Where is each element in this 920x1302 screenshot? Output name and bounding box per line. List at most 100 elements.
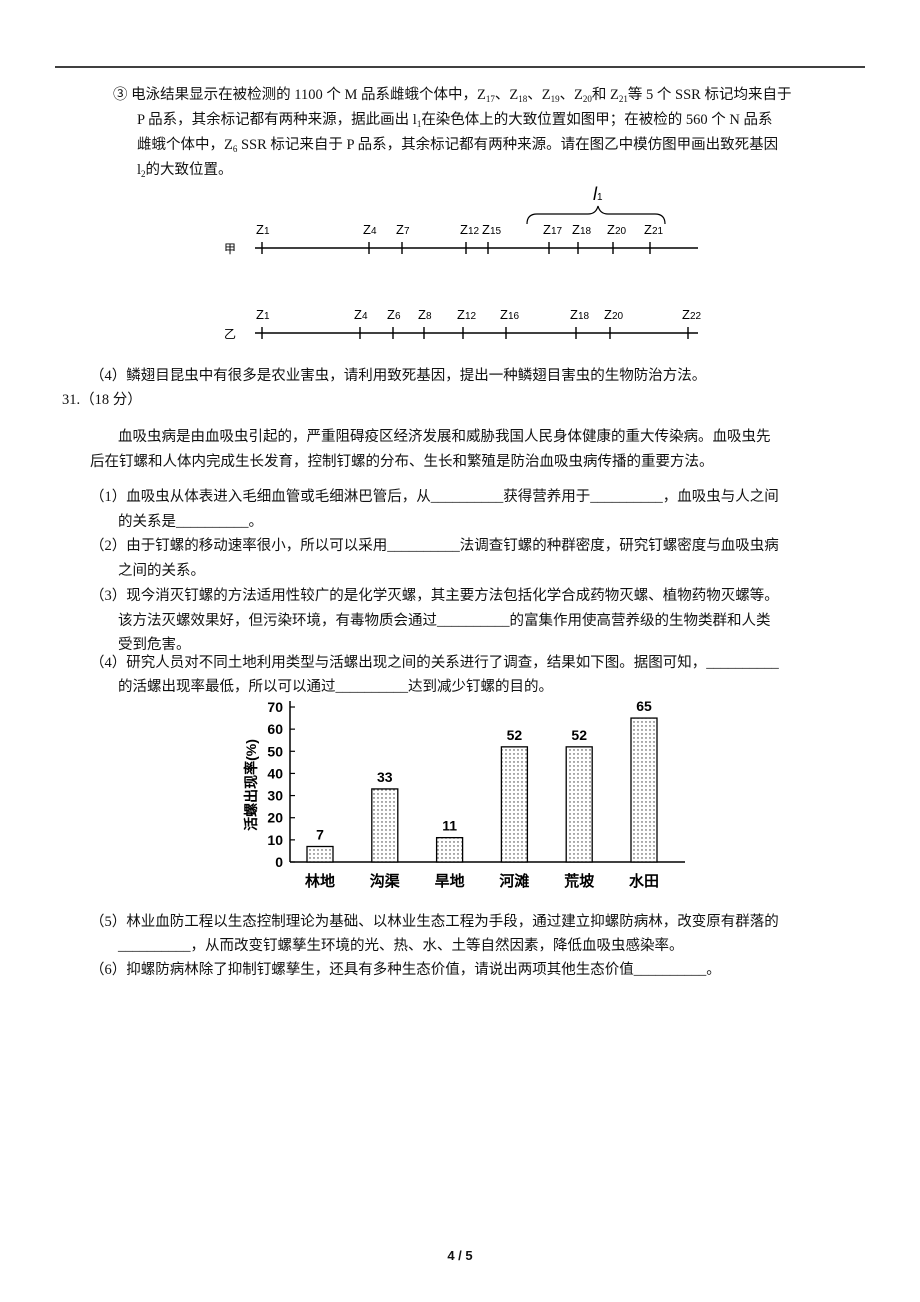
item-line: __________，从而改变钉螺孳生环境的光、热、水、土等自然因素，降低血吸虫… [118,938,684,954]
text-run: 、Z [494,87,519,103]
data-label: 52 [507,727,523,743]
marker-number: 12 [468,226,480,237]
marker-letter: Z [363,222,371,237]
marker-label: Z6 [387,307,401,322]
y-tick-label: 20 [267,810,283,826]
subscript: 18 [518,94,528,104]
text-run: ③ 电泳结果显示在被检测的 1100 个 M 品系雌蛾个体中，Z [113,87,486,103]
item-line: （6）抑螺防病林除了抑制钉螺孳生，还具有多种生态价值，请说出两项其他生态价值__… [90,962,721,978]
y-tick-label: 10 [267,832,283,848]
item-line: 该方法灭螺效果好，但污染环境，有毒物质会通过__________的富集作用使高营… [118,613,771,629]
y-tick-label: 50 [267,743,283,759]
marker-number: 17 [551,226,563,237]
marker-number: 6 [395,311,401,322]
marker-number: 20 [615,226,627,237]
x-tick-label: 水田 [629,872,659,890]
item-line: 的关系是__________。 [118,514,263,530]
text-line: 雌蛾个体中，Z6 SSR 标记来自于 P 品系，其余标记都有两种来源。请在图乙中… [137,135,778,159]
subscript: 20 [582,94,592,104]
marker-letter: Z [607,222,615,237]
y-tick-label: 70 [267,699,283,715]
text-run: 、Z [527,87,551,103]
bar [565,746,593,863]
text-run: 、Z [559,87,583,103]
subscript: 1 [416,119,422,129]
marker-letter: Z [572,222,580,237]
marker-number: 12 [465,311,477,322]
item-line: 的活螺出现率最低，所以可以通过__________达到减少钉螺的目的。 [118,679,553,695]
marker-label: Z15 [482,222,502,237]
marker-label: Z16 [500,307,520,322]
subscript: 19 [550,94,560,104]
diagram-label: 甲 [224,242,236,256]
marker-label: Z20 [604,307,624,322]
page-number: 4 / 5 [447,1248,473,1263]
marker-label: Z1 [256,307,270,322]
subscript: 21 [618,94,628,104]
text-run: 等 5 个 SSR 标记均来自于 [627,87,792,103]
marker-letter: Z [256,222,264,237]
marker-label: Z12 [460,222,480,237]
marker-letter: Z [256,307,264,322]
item-line: 受到危害。 [118,637,191,653]
marker-label: Z8 [418,307,432,322]
text-line: l2的大致位置。 [137,160,233,184]
marker-letter: Z [457,307,465,322]
diagram-label: 乙 [224,327,236,341]
x-tick-label: 旱地 [435,872,465,890]
text-line: ③ 电泳结果显示在被检测的 1100 个 M 品系雌蛾个体中，Z17、Z18、Z… [113,85,791,109]
x-tick-label: 河滩 [499,872,529,890]
marker-letter: Z [604,307,612,322]
marker-number: 18 [580,226,592,237]
marker-label: Z7 [396,222,410,237]
marker-label: Z1 [256,222,270,237]
marker-letter: Z [354,307,362,322]
marker-number: 1 [264,226,270,237]
y-tick-label: 60 [267,721,283,737]
marker-number: 4 [362,311,368,322]
y-tick-label: 30 [267,788,283,804]
question-4: （4）鳞翅目昆虫中有很多是农业害虫，请利用致死基因，提出一种鳞翅目害虫的生物防治… [90,368,707,384]
text-run: 在染色体上的大致位置如图甲；在被检的 560 个 N 品系 [421,112,773,128]
data-label: 11 [442,818,457,834]
marker-label: Z4 [363,222,377,237]
item-line: （5）林业血防工程以生态控制理论为基础、以林业生态工程为手段，通过建立抑螺防病林… [90,914,779,930]
marker-letter: Z [482,222,490,237]
item-line: （2）由于钉螺的移动速率很小，所以可以采用__________法调查钉螺的种群密… [90,538,779,554]
text-run: 和 Z [591,87,619,103]
data-label: 7 [316,827,324,843]
marker-letter: Z [543,222,551,237]
marker-label: Z22 [682,307,702,322]
subscript: 17 [485,94,495,104]
text-run: 的大致位置。 [145,162,233,178]
marker-number: 22 [690,311,702,322]
marker-label: Z17 [543,222,563,237]
marker-letter: Z [418,307,426,322]
item-line: （1）血吸虫从体表进入毛细血管或毛细淋巴管后，从__________获得营养用于… [90,489,779,505]
marker-label: Z18 [572,222,592,237]
marker-number: 15 [490,226,502,237]
x-tick-label: 林地 [305,872,335,890]
marker-number: 21 [652,226,664,237]
item-line: （3）现今消灭钉螺的方法适用性较广的是化学灭螺，其主要方法包括化学合成药物灭螺、… [90,588,779,604]
bracket [526,205,666,225]
bracket-label: l1 [593,184,603,204]
text-run: 雌蛾个体中，Z [137,137,233,153]
question-heading: 31.（18 分） [62,392,142,408]
y-axis-label: 活螺出现率(%) [243,739,259,831]
x-tick-label: 荒坡 [564,872,594,890]
bracket-letter: l [593,184,598,204]
marker-number: 16 [508,311,520,322]
y-tick-label: 40 [267,765,283,781]
marker-letter: Z [396,222,404,237]
text-run: l [137,162,142,178]
marker-label: Z4 [354,307,368,322]
data-label: 33 [377,769,393,785]
marker-label: Z18 [570,307,590,322]
marker-number: 4 [371,226,377,237]
subscript: 2 [141,169,146,179]
marker-number: 7 [404,226,410,237]
data-label: 52 [571,727,587,743]
